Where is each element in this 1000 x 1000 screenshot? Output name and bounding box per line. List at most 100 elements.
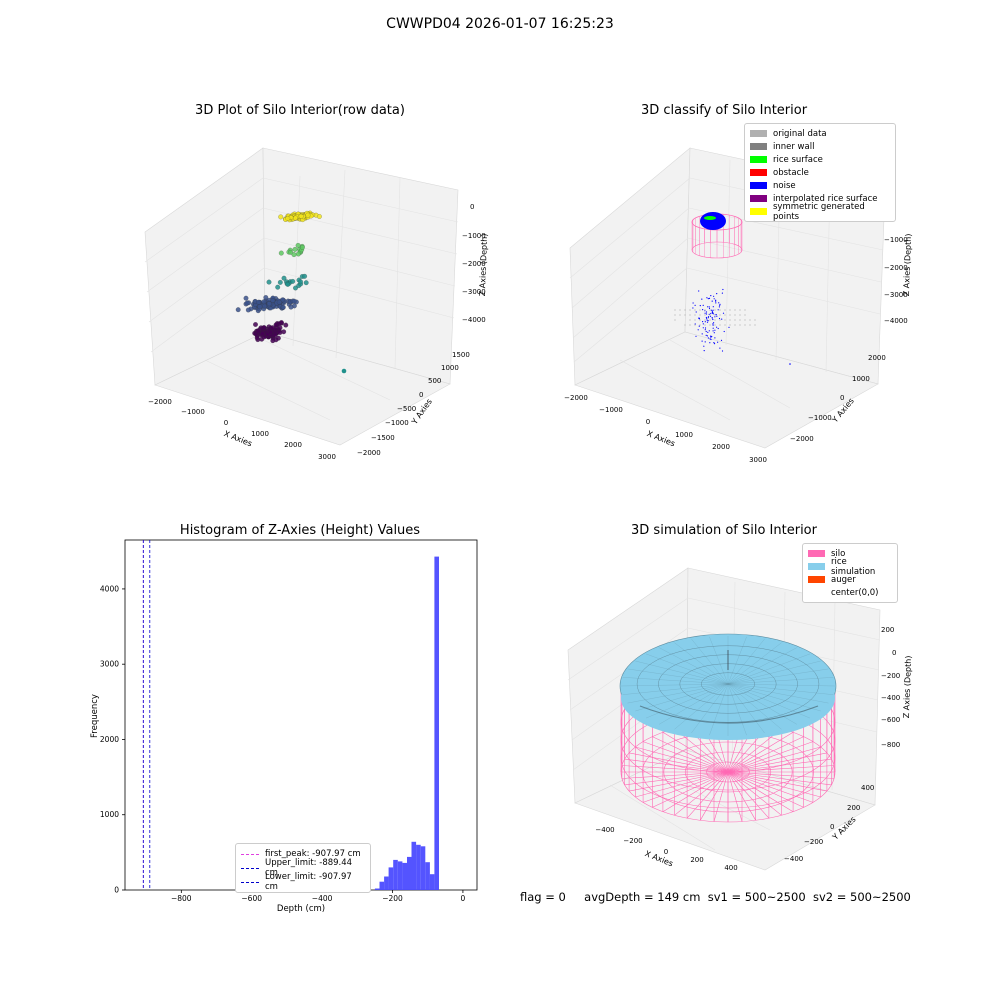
noise-point: [712, 318, 714, 321]
silo-line: [727, 758, 832, 773]
rice-mesh: [659, 647, 729, 685]
original-point: [679, 314, 681, 316]
legend-swatch: [808, 563, 825, 570]
original-point: [719, 309, 721, 311]
data-point: [266, 279, 272, 285]
original-point: [709, 314, 711, 316]
wall-bottom: [691, 241, 743, 259]
data-point: [300, 244, 305, 250]
p4-ztick: −200: [881, 672, 900, 680]
rice-mesh: [674, 683, 729, 730]
noise-point: [702, 323, 704, 325]
noise-point: [702, 327, 704, 329]
data-point: [256, 299, 262, 305]
gridline: [619, 359, 731, 421]
noise-point: [709, 342, 711, 344]
legend-item: symmetric generated points: [750, 202, 890, 222]
silo-line: [727, 771, 835, 779]
legend-item: obstacle: [750, 166, 890, 179]
panel3-title: Histogram of Z-Axies (Height) Values: [179, 523, 421, 538]
histogram-bar: [397, 861, 403, 890]
rice-mesh: [709, 636, 729, 685]
silo-line: [635, 746, 729, 773]
rice-mesh: [727, 636, 747, 685]
legend-line: [241, 853, 259, 855]
original-point: [704, 319, 706, 321]
original-point: [699, 314, 701, 316]
original-point: [734, 319, 736, 321]
rice-mesh: [635, 660, 729, 685]
p2-ytick: −1000: [808, 414, 832, 422]
p1-ztick: −2000: [462, 260, 486, 268]
noise-point: [721, 292, 723, 294]
legend-item: Lower_limit: -907.97 cm: [241, 872, 365, 892]
noise-point: [713, 295, 715, 297]
panel4-legend: silo rice simulation auger center(0,0): [802, 543, 898, 603]
gridline: [669, 339, 791, 409]
p1-ztick: −4000: [462, 316, 486, 324]
original-point: [684, 324, 686, 326]
histogram-bar: [374, 888, 380, 890]
data-point: [263, 295, 269, 300]
rice-mesh: [645, 653, 729, 685]
p4-ytick: 200: [847, 804, 860, 812]
noise-point: [715, 302, 717, 304]
p4-xtick: −400: [595, 826, 614, 834]
noise-point: [712, 324, 714, 326]
rice-mesh: [659, 683, 729, 725]
noise-point: [715, 299, 717, 301]
silo-line: [621, 765, 729, 773]
noise-point: [717, 309, 719, 311]
rice-mesh: [727, 638, 765, 685]
noise-point: [707, 331, 709, 333]
legend-swatch: [750, 130, 767, 137]
data-point: [268, 329, 274, 335]
legend-swatch: [750, 208, 767, 215]
gridline: [567, 597, 689, 681]
data-point: [280, 297, 286, 303]
p1-ztick: 0: [470, 203, 474, 211]
noise-point: [705, 330, 707, 333]
noise-point: [719, 304, 721, 306]
p2-ztick: −2000: [884, 264, 908, 272]
legend-label: first_peak: -907.97 cm: [265, 849, 361, 859]
p1-ytick: −500: [397, 405, 416, 413]
p4-ytick: −400: [784, 855, 803, 863]
noise-point: [718, 302, 720, 304]
legend-item: rice surface: [750, 153, 890, 166]
original-point: [749, 319, 751, 321]
noise-point: [705, 334, 707, 336]
original-point: [689, 319, 691, 321]
original-point: [704, 324, 706, 326]
hist-xtick: −400: [312, 894, 333, 903]
panel1-3d-axes: −2000 −1000 0 1000 2000 3000 1500 1000 5…: [144, 147, 489, 461]
original-point: [739, 324, 741, 326]
silo-line: [662, 732, 729, 773]
rice-mesh: [691, 683, 729, 734]
rice-mesh: [727, 668, 829, 685]
noise-point: [692, 302, 694, 304]
noise-point: [718, 317, 721, 320]
noise-point: [715, 300, 717, 302]
p4-xlabel: X Axies: [644, 849, 675, 868]
p4-ztick: −800: [881, 741, 900, 749]
p1-xlabel: X Axies: [223, 429, 254, 448]
data-point: [295, 242, 301, 248]
original-point: [739, 319, 741, 321]
panel2-legend: original data inner wall rice surface ob…: [744, 123, 896, 222]
data-point: [293, 215, 298, 221]
legend-item: rice simulation: [808, 557, 892, 577]
noise-point: [694, 304, 696, 306]
original-point: [704, 309, 706, 311]
data-point: [261, 299, 267, 305]
original-point: [684, 309, 686, 311]
p2-ytick: −2000: [790, 435, 814, 443]
rice-mesh: [727, 683, 797, 725]
noise-point: [712, 313, 714, 315]
noise-point: [704, 327, 707, 329]
noise-point: [703, 350, 705, 352]
noise-point: [714, 329, 716, 331]
p4-ztick: −600: [881, 716, 900, 724]
data-point: [293, 285, 298, 291]
original-point: [719, 314, 721, 316]
